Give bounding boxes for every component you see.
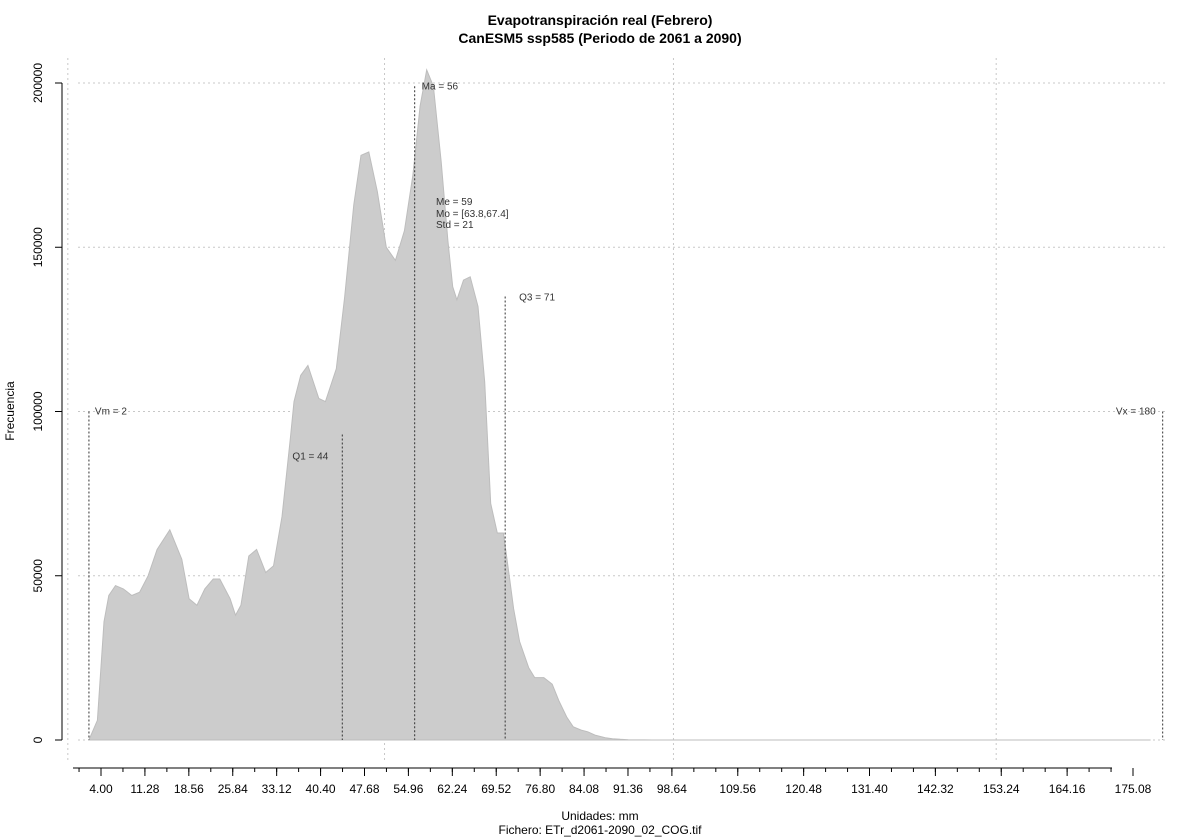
stat-label: Q3 = 71 xyxy=(519,293,555,304)
x-tick-label: 69.52 xyxy=(481,782,511,796)
chart-title: Evapotranspiración real (Febrero) xyxy=(487,12,713,28)
stat-label: Vm = 2 xyxy=(95,407,127,418)
density-area-path xyxy=(88,68,1151,741)
stat-label: Ma = 56 xyxy=(422,81,459,92)
x-tick-label: 84.08 xyxy=(569,782,599,796)
x-tick-label: 62.24 xyxy=(437,782,467,796)
y-tick-label: 0 xyxy=(31,736,45,743)
x-tick-label: 40.40 xyxy=(306,782,336,796)
x-tick-label: 18.56 xyxy=(174,782,204,796)
y-tick-label: 50000 xyxy=(31,559,45,593)
y-axis-label: Frecuencia xyxy=(3,381,17,441)
y-tick-label: 150000 xyxy=(31,227,45,267)
stats-annotation: Mo = [63.8,67.4] xyxy=(436,209,509,220)
x-tick-label: 11.28 xyxy=(130,782,159,796)
stats-annotation: Me = 59 xyxy=(436,197,473,208)
caption: Fichero: ETr_d2061-2090_02_COG.tif xyxy=(498,823,702,837)
x-tick-label: 164.16 xyxy=(1049,782,1086,796)
x-tick-label: 47.68 xyxy=(349,782,379,796)
x-tick-label: 91.36 xyxy=(613,782,643,796)
stats-annotation: Std = 21 xyxy=(436,220,474,231)
x-tick-label: 25.84 xyxy=(218,782,248,796)
x-tick-label: 98.64 xyxy=(657,782,687,796)
x-tick-label: 142.32 xyxy=(917,782,954,796)
annotations: Vm = 2 Q1 = 44 Ma = 56 Q3 = 71 Vx = 180 Me = … xyxy=(95,81,1156,462)
x-tick-label: 153.24 xyxy=(983,782,1020,796)
x-tick-label: 175.08 xyxy=(1115,782,1152,796)
x-tick-label: 131.40 xyxy=(851,782,888,796)
density-area xyxy=(88,68,1151,741)
y-tick-label: 100000 xyxy=(31,391,45,431)
y-tick-label: 200000 xyxy=(31,63,45,103)
x-tick-label: 33.12 xyxy=(262,782,292,796)
stat-label: Q1 = 44 xyxy=(292,451,328,462)
chart-subtitle: CanESM5 ssp585 (Periodo de 2061 a 2090) xyxy=(458,30,742,46)
x-tick-label: 76.80 xyxy=(525,782,555,796)
x-axis-label: Unidades: mm xyxy=(561,809,639,823)
statistic-lines xyxy=(88,86,1164,740)
x-tick-label: 54.96 xyxy=(393,782,423,796)
x-tick-label: 109.56 xyxy=(719,782,756,796)
x-tick-label: 4.00 xyxy=(89,782,113,796)
stat-label: Vx = 180 xyxy=(1116,407,1156,418)
x-tick-label: 120.48 xyxy=(785,782,822,796)
axes: 4.00 11.28 18.56 25.84 33.12 40.40 47.68 54.96 6… xyxy=(31,63,1152,796)
